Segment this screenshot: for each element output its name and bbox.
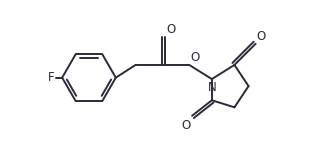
- Text: N: N: [207, 81, 216, 94]
- Text: O: O: [190, 51, 200, 64]
- Text: F: F: [48, 71, 54, 84]
- Text: O: O: [182, 119, 191, 132]
- Text: O: O: [257, 30, 266, 43]
- Text: O: O: [166, 23, 175, 36]
